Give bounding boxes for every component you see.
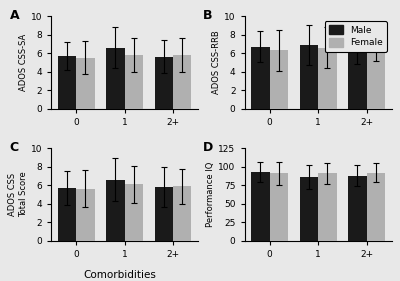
Bar [58, 188, 76, 241]
Bar [173, 55, 192, 108]
Bar [270, 50, 288, 108]
Bar [318, 47, 336, 108]
Bar [366, 45, 385, 108]
Bar [300, 177, 318, 241]
Bar [348, 47, 366, 108]
Bar [318, 173, 336, 241]
Bar [155, 57, 173, 108]
Bar [348, 176, 366, 241]
Y-axis label: ADOS CSS-RRB: ADOS CSS-RRB [212, 30, 221, 94]
Bar [173, 186, 192, 241]
Bar [76, 189, 94, 241]
Bar [106, 47, 124, 108]
Bar [155, 187, 173, 241]
Legend: Male, Female: Male, Female [325, 21, 387, 52]
Bar [270, 173, 288, 241]
Text: D: D [203, 141, 214, 154]
Text: C: C [10, 141, 19, 154]
Bar [366, 173, 385, 241]
Y-axis label: ADOS CSS-SA: ADOS CSS-SA [19, 34, 28, 91]
Text: Comorbidities: Comorbidities [84, 270, 156, 280]
Bar [124, 55, 143, 108]
Text: B: B [203, 9, 213, 22]
Y-axis label: ADOS CSS
Total Score: ADOS CSS Total Score [8, 172, 28, 217]
Bar [300, 45, 318, 108]
Bar [76, 58, 94, 108]
Bar [106, 180, 124, 241]
Bar [58, 56, 76, 108]
Bar [251, 47, 270, 108]
Bar [124, 184, 143, 241]
Bar [251, 172, 270, 241]
Y-axis label: Performance IQ: Performance IQ [206, 162, 216, 227]
Text: A: A [10, 9, 20, 22]
